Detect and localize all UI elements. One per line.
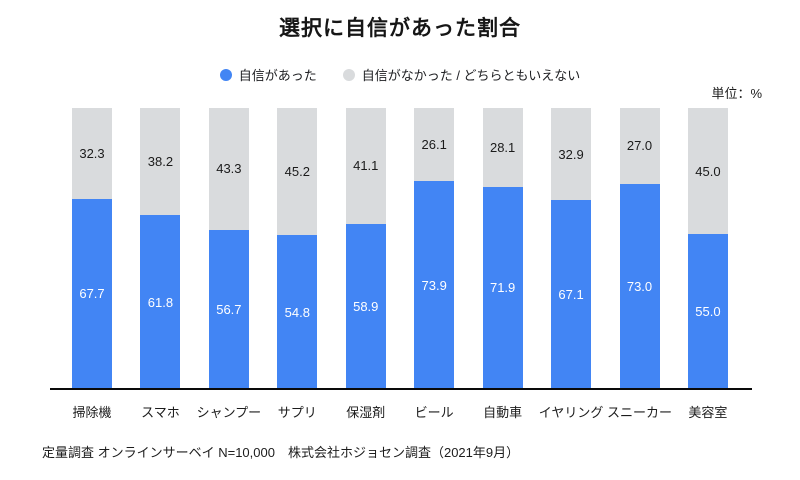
bar-segment-no-confidence: 26.1 bbox=[414, 108, 455, 182]
bar-segment-no-confidence: 45.2 bbox=[277, 108, 318, 236]
bar-segment-no-confidence: 43.3 bbox=[208, 108, 249, 230]
bar-segment-confidence: 67.1 bbox=[551, 200, 592, 389]
bar-column: 26.1 73.9 bbox=[414, 108, 455, 389]
footer-note: 定量調査 オンラインサーベイ N=10,000 株式会社ホジョセン調査（2021… bbox=[42, 445, 520, 460]
bar-column: 38.2 61.8 bbox=[140, 108, 181, 389]
bar-segment-confidence: 61.8 bbox=[140, 215, 181, 389]
category-label-text: 掃除機 bbox=[72, 405, 112, 420]
bar-value-label: 32.3 bbox=[79, 145, 105, 161]
bar-segment-confidence: 56.7 bbox=[208, 229, 249, 389]
category-label-text: サプリ bbox=[277, 405, 317, 420]
legend: 自信があった 自信がなかった / どちらともいえない bbox=[0, 65, 800, 84]
bar-value-label: 45.2 bbox=[284, 164, 310, 180]
bar-column: 45.2 54.8 bbox=[277, 108, 318, 389]
category-labels: 掃除機 スマホ シャンプー サプリ 保湿剤 ビール 自動車 イヤリング スニーカー 美容室 bbox=[72, 402, 728, 420]
bar-segment-no-confidence: 32.9 bbox=[551, 108, 592, 201]
bar-column: 27.0 73.0 bbox=[619, 108, 660, 389]
category-label-text: 保湿剤 bbox=[346, 405, 386, 420]
bar-segment-confidence: 73.0 bbox=[619, 183, 660, 389]
bar-value-label: 41.1 bbox=[353, 158, 379, 174]
category-label: スニーカー bbox=[607, 402, 672, 420]
bar-value-label: 38.2 bbox=[147, 154, 174, 170]
category-label: ビール bbox=[414, 402, 454, 420]
bar-column: 28.1 71.9 bbox=[482, 108, 523, 389]
bar-segment-confidence: 67.7 bbox=[72, 198, 112, 389]
bar-segment-confidence: 58.9 bbox=[345, 223, 386, 389]
bar-value-label: 26.1 bbox=[421, 137, 447, 153]
bar-value-label: 43.3 bbox=[216, 161, 242, 177]
bar-column: 32.9 67.1 bbox=[551, 108, 592, 389]
bar-value-label: 32.9 bbox=[558, 146, 584, 162]
bar-value-label: 67.1 bbox=[558, 287, 584, 303]
legend-dot-confidence-icon bbox=[219, 68, 232, 81]
category-label-text: スマホ bbox=[141, 405, 180, 420]
category-label-text: シャンプー bbox=[196, 405, 262, 420]
x-axis-line bbox=[50, 388, 752, 390]
category-label-text: イヤリング bbox=[538, 405, 604, 420]
category-label: 美容室 bbox=[688, 402, 728, 420]
bar-segment-confidence: 71.9 bbox=[482, 186, 523, 389]
category-label: 保湿剤 bbox=[346, 402, 386, 420]
bar-value-label: 45.0 bbox=[695, 163, 721, 179]
legend-dot-no-confidence-icon bbox=[342, 68, 355, 81]
bar-value-label: 56.7 bbox=[216, 301, 242, 317]
bar-value-label: 28.1 bbox=[489, 139, 516, 155]
bar-value-label: 27.0 bbox=[626, 138, 653, 154]
category-label: 自動車 bbox=[483, 402, 523, 420]
page-title: 選択に自信があった割合 bbox=[279, 17, 521, 40]
bar-segment-no-confidence: 32.3 bbox=[72, 108, 112, 199]
category-label-text: 自動車 bbox=[483, 405, 523, 420]
category-label-text: ビール bbox=[414, 405, 454, 420]
bars: 32.3 67.7 38.2 61.8 43.3 56.7 45.2 54.8 … bbox=[72, 108, 728, 389]
bar-segment-confidence: 54.8 bbox=[277, 235, 318, 389]
bar-segment-no-confidence: 38.2 bbox=[140, 108, 181, 216]
legend-item-confidence: 自信があった bbox=[219, 65, 317, 84]
category-label: スマホ bbox=[140, 402, 180, 420]
unit-label: 単位：% bbox=[711, 86, 762, 101]
category-label: 掃除機 bbox=[72, 402, 112, 420]
category-label: サプリ bbox=[277, 402, 317, 420]
bar-segment-no-confidence: 27.0 bbox=[619, 108, 660, 184]
bar-column: 41.1 58.9 bbox=[345, 108, 386, 389]
bar-column: 43.3 56.7 bbox=[208, 108, 249, 389]
category-label-text: スニーカー bbox=[606, 405, 673, 420]
bar-column: 45.0 55.0 bbox=[687, 108, 728, 389]
bar-segment-no-confidence: 41.1 bbox=[345, 108, 386, 224]
legend-label-confidence: 自信があった bbox=[238, 68, 317, 83]
category-label: イヤリング bbox=[539, 402, 604, 420]
bar-segment-confidence: 73.9 bbox=[414, 181, 455, 389]
category-label: シャンプー bbox=[197, 402, 262, 420]
bar-segment-confidence: 55.0 bbox=[687, 234, 728, 389]
bar-value-label: 71.9 bbox=[489, 280, 516, 296]
bar-value-label: 55.0 bbox=[695, 304, 721, 320]
bar-column: 32.3 67.7 bbox=[72, 108, 112, 389]
bar-value-label: 73.0 bbox=[626, 278, 653, 294]
bar-value-label: 58.9 bbox=[353, 298, 379, 314]
category-label-text: 美容室 bbox=[688, 405, 728, 420]
legend-item-no-confidence: 自信がなかった / どちらともいえない bbox=[342, 65, 581, 84]
bar-value-label: 54.8 bbox=[284, 304, 310, 320]
bar-value-label: 61.8 bbox=[147, 294, 174, 310]
bar-value-label: 67.7 bbox=[79, 286, 105, 302]
bar-segment-no-confidence: 28.1 bbox=[482, 108, 523, 187]
legend-label-no-confidence: 自信がなかった / どちらともいえない bbox=[361, 68, 581, 83]
bar-value-label: 73.9 bbox=[421, 277, 447, 293]
bar-segment-no-confidence: 45.0 bbox=[687, 108, 728, 235]
